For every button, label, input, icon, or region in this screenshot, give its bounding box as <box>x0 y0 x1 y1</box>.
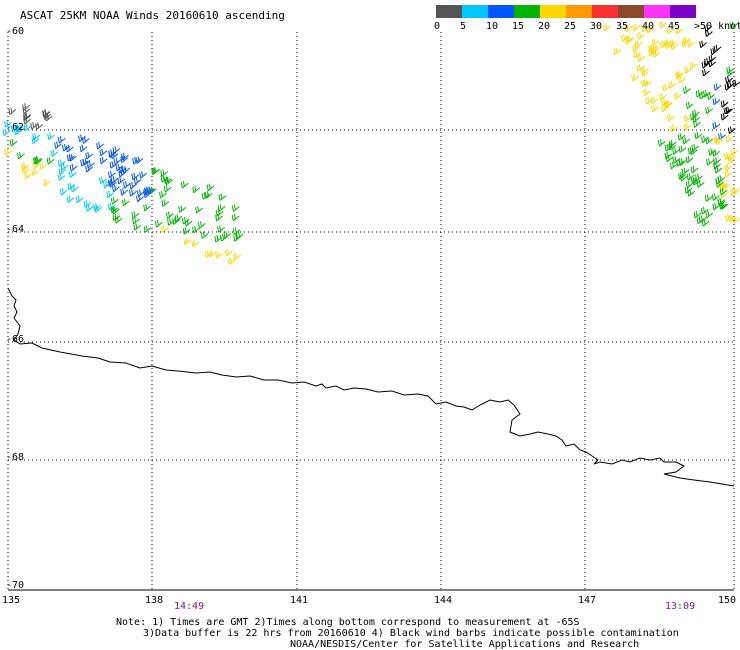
wind-speed-legend <box>436 5 696 18</box>
legend-swatch-4 <box>540 5 566 18</box>
legend-label-5: 25 <box>564 21 577 32</box>
footer-note-1: Note: 1) Times are GMT 2)Times along bot… <box>116 617 580 628</box>
legend-label-4: 20 <box>538 21 551 32</box>
legend-swatch-6 <box>592 5 618 18</box>
legend-swatch-1 <box>462 5 488 18</box>
lon-label-150: 150 <box>718 595 737 606</box>
lat-label-70: -70 <box>6 580 25 591</box>
lat-label-68: -68 <box>6 452 25 463</box>
antarctic-coastline <box>7 287 735 487</box>
lon-label-144: 144 <box>434 595 453 606</box>
legend-swatch-9 <box>670 5 696 18</box>
pass-time-right: 13:09 <box>665 601 696 612</box>
lat-label-64: -64 <box>6 224 25 235</box>
legend-label-2: 10 <box>486 21 499 32</box>
lat-label-60: -60 <box>6 26 25 37</box>
lon-label-141: 141 <box>290 595 309 606</box>
footer-credit: NOAA/NESDIS/Center for Satellite Applica… <box>290 639 640 650</box>
legend-label-6: 30 <box>590 21 603 32</box>
wind-barbs-right-swath <box>603 20 740 227</box>
lon-label-135: 135 <box>2 595 21 606</box>
legend-label-1: 5 <box>460 21 467 32</box>
legend-label-3: 15 <box>512 21 525 32</box>
footer-note-2: 3)Data buffer is 22 hrs from 20160610 4)… <box>143 628 679 639</box>
lat-lon-grid <box>7 32 735 591</box>
legend-swatch-3 <box>514 5 540 18</box>
legend-swatch-0 <box>436 5 462 18</box>
legend-swatch-2 <box>488 5 514 18</box>
lat-label-66: -66 <box>6 334 25 345</box>
legend-swatch-8 <box>644 5 670 18</box>
legend-swatch-7 <box>618 5 644 18</box>
legend-label-9: 45 <box>668 21 681 32</box>
legend-label-10: >50 knots <box>694 21 740 32</box>
wind-barbs-left-swath <box>2 103 244 265</box>
legend-swatch-5 <box>566 5 592 18</box>
legend-label-7: 35 <box>616 21 629 32</box>
map-title: ASCAT 25KM NOAA Winds 20160610 ascending <box>20 9 285 22</box>
lat-label-62: -62 <box>6 122 25 133</box>
legend-label-0: 0 <box>434 21 441 32</box>
legend-label-8: 40 <box>642 21 655 32</box>
pass-time-left: 14:49 <box>174 601 205 612</box>
lon-label-147: 147 <box>578 595 597 606</box>
lon-label-138: 138 <box>145 595 164 606</box>
